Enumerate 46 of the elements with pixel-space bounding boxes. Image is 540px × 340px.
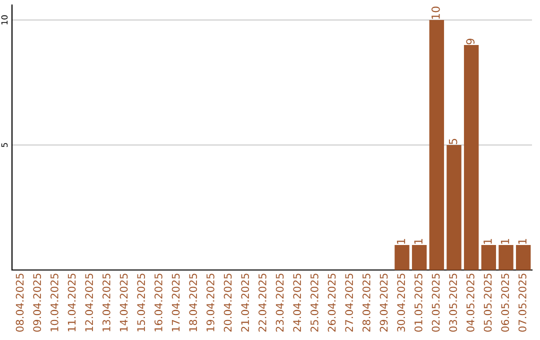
x-tick-label: 18.04.2025 [189,274,198,332]
x-tick-label: 01.05.2025 [414,274,422,332]
x-tick-label: 28.04.2025 [362,274,370,332]
bar [516,245,531,270]
x-tick-label: 30.04.2025 [397,274,406,332]
x-tick-label: 13.04.2025 [102,274,110,332]
data-label: 1 [484,238,492,244]
x-tick-label: 10.04.2025 [50,274,58,332]
x-tick-label: 20.04.2025 [224,274,232,332]
data-label: 9 [466,38,475,44]
x-tick-label: 22.04.2025 [258,274,266,332]
x-tick-label: 29.04.2025 [380,274,388,332]
x-tick-label: 21.04.2025 [241,274,250,332]
x-tick-label: 19.04.2025 [206,274,214,332]
data-label: 1 [414,238,422,244]
x-tick-label: 17.04.2025 [172,274,180,332]
data-label: 1 [396,238,406,244]
data-label: 10 [431,6,440,19]
x-tick-label: 24.04.2025 [293,274,302,332]
data-label: 1 [500,238,510,244]
data-label: 5 [448,138,458,144]
x-tick-label: 16.04.2025 [154,274,162,332]
bar [394,245,410,270]
bar [481,245,496,270]
bar [498,245,514,270]
x-tick-label: 26.04.2025 [328,274,336,332]
data-label: 1 [518,238,526,244]
x-tick-label: 08.04.2025 [16,274,24,332]
x-tick-label: 09.04.2025 [33,274,42,332]
x-tick-label: 06.05.2025 [501,274,510,332]
x-tick-label: 25.04.2025 [310,274,318,332]
x-tick-label: 04.05.2025 [466,274,474,332]
x-tick-label: 07.05.2025 [518,274,526,332]
bar [446,145,462,270]
bar [412,245,427,270]
bar [429,20,444,270]
x-tick-label: 12.04.2025 [85,274,94,332]
x-tick-label: 14.04.2025 [120,274,128,332]
x-tick-label: 15.04.2025 [137,274,146,332]
x-tick-label: 27.04.2025 [345,274,354,332]
x-tick-label: 03.05.2025 [449,274,458,332]
x-tick-label: 11.04.2025 [68,274,76,332]
x-tick-label: 23.04.2025 [276,274,284,332]
x-tick-label: 02.05.2025 [432,274,440,332]
x-tick-label: 05.05.2025 [484,274,492,332]
bar [464,45,479,270]
